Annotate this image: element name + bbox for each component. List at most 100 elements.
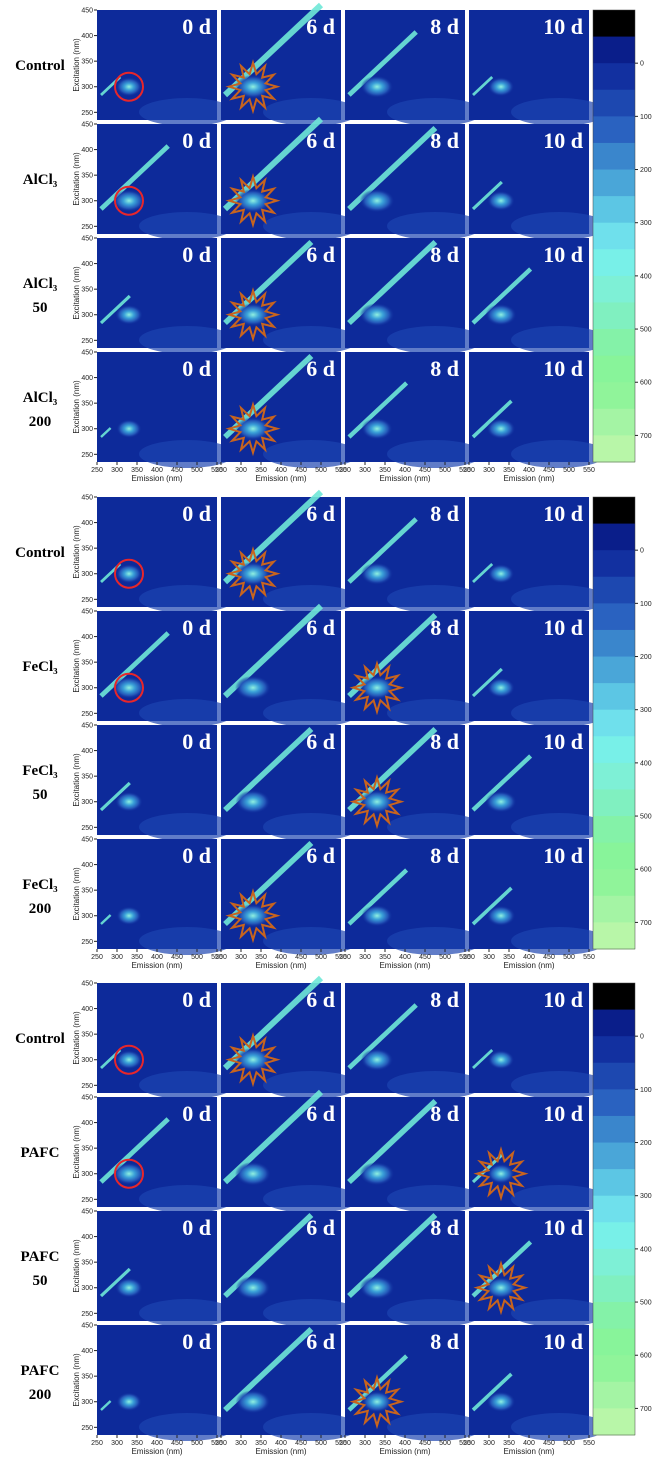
day-label: 0 d (182, 501, 211, 526)
day-label: 0 d (182, 242, 211, 267)
colorbar-band (593, 1036, 635, 1063)
background-haze (387, 1071, 483, 1099)
x-tick-label: 400 (275, 954, 287, 961)
x-tick-label: 500 (439, 1440, 451, 1447)
x-tick-label: 350 (379, 467, 391, 474)
y-tick-label: 450 (81, 350, 93, 357)
colorbar-band (593, 763, 635, 790)
x-tick-label: 350 (379, 1440, 391, 1447)
background-haze (387, 699, 483, 727)
x-tick-label: 300 (111, 1440, 123, 1447)
x-tick-label: 550 (583, 1440, 595, 1447)
x-axis-label: Emission (nm) (503, 1447, 554, 1456)
background-haze (139, 326, 235, 354)
y-tick-label: 300 (81, 1171, 93, 1178)
colorbar-band (593, 356, 635, 383)
row-label: AlCl₃ (23, 276, 58, 292)
x-tick-label: 450 (171, 954, 183, 961)
y-tick-label: 400 (81, 33, 93, 40)
colorbar-band (593, 435, 635, 462)
y-tick-label: 450 (81, 1323, 93, 1330)
colorbar-tick-label: 200 (640, 167, 652, 174)
x-tick-label: 250 (339, 1440, 351, 1447)
colorbar-band (593, 1010, 635, 1037)
y-tick-label: 400 (81, 1234, 93, 1241)
y-tick-label: 450 (81, 236, 93, 243)
y-tick-label: 450 (81, 981, 93, 988)
row-label: 200 (29, 1387, 52, 1403)
background-haze (511, 1413, 607, 1441)
x-tick-label: 450 (419, 954, 431, 961)
background-haze (139, 699, 235, 727)
day-label: 8 d (430, 1329, 459, 1354)
colorbar-tick-label: 200 (640, 1140, 652, 1147)
colorbar-band (593, 1063, 635, 1090)
day-label: 8 d (430, 128, 459, 153)
row-label: Control (15, 1031, 65, 1047)
colorbar-band (593, 497, 635, 524)
colorbar-band (593, 1249, 635, 1276)
x-tick-label: 500 (315, 954, 327, 961)
colorbar-band (593, 550, 635, 577)
x-axis-label: Emission (nm) (255, 1447, 306, 1456)
x-tick-label: 250 (215, 954, 227, 961)
y-tick-label: 400 (81, 147, 93, 154)
colorbar-tick-label: 700 (640, 1406, 652, 1413)
fluorescence-peak (485, 791, 516, 813)
day-label: 8 d (430, 987, 459, 1012)
x-tick-label: 500 (563, 1440, 575, 1447)
day-label: 0 d (182, 1101, 211, 1126)
fluorescence-peak (235, 75, 271, 99)
fluorescence-peak (487, 1392, 516, 1412)
fluorescence-peak (236, 904, 271, 927)
colorbar-tick-label: 500 (640, 1300, 652, 1307)
background-haze (387, 585, 483, 613)
x-tick-label: 250 (91, 467, 103, 474)
background-haze (387, 1185, 483, 1213)
colorbar-tick-label: 400 (640, 273, 652, 280)
y-tick-label: 450 (81, 609, 93, 616)
row-label: 200 (29, 901, 52, 917)
colorbar-tick-label: 100 (640, 1087, 652, 1094)
y-tick-label: 250 (81, 224, 93, 231)
row-label: 50 (33, 1273, 48, 1289)
colorbar-band (593, 983, 635, 1010)
x-tick-label: 250 (339, 954, 351, 961)
day-label: 0 d (182, 843, 211, 868)
x-tick-label: 500 (191, 467, 203, 474)
fluorescence-peak (361, 1391, 392, 1413)
x-tick-label: 400 (399, 954, 411, 961)
background-haze (263, 1185, 359, 1213)
background-haze (511, 440, 607, 468)
x-tick-label: 350 (131, 1440, 143, 1447)
colorbar-tick-label: 300 (640, 707, 652, 714)
colorbar-band (593, 816, 635, 843)
background-haze (263, 585, 359, 613)
background-haze (511, 927, 607, 955)
colorbar-band (593, 1222, 635, 1249)
x-tick-label: 300 (359, 954, 371, 961)
x-axis-label: Emission (nm) (255, 474, 306, 483)
x-tick-label: 350 (131, 467, 143, 474)
fluorescence-peak (488, 564, 514, 583)
background-haze (511, 1185, 607, 1213)
fluorescence-peak (116, 564, 142, 583)
day-label: 6 d (306, 843, 335, 868)
day-label: 10 d (543, 356, 583, 381)
y-tick-label: 350 (81, 660, 93, 667)
colorbar-band (593, 1355, 635, 1382)
colorbar-band (593, 630, 635, 657)
colorbar-band (593, 1116, 635, 1143)
y-tick-label: 450 (81, 8, 93, 15)
day-label: 10 d (543, 987, 583, 1012)
colorbar-band (593, 1382, 635, 1409)
colorbar-band (593, 382, 635, 409)
fluorescence-peak (488, 77, 514, 96)
fluorescence-peak (360, 303, 395, 326)
y-tick-label: 400 (81, 1348, 93, 1355)
colorbar-tick-label: 100 (640, 114, 652, 121)
fluorescence-peak (116, 419, 141, 438)
x-tick-label: 300 (483, 954, 495, 961)
row-label: PAFC (21, 1363, 60, 1379)
x-tick-label: 500 (315, 1440, 327, 1447)
